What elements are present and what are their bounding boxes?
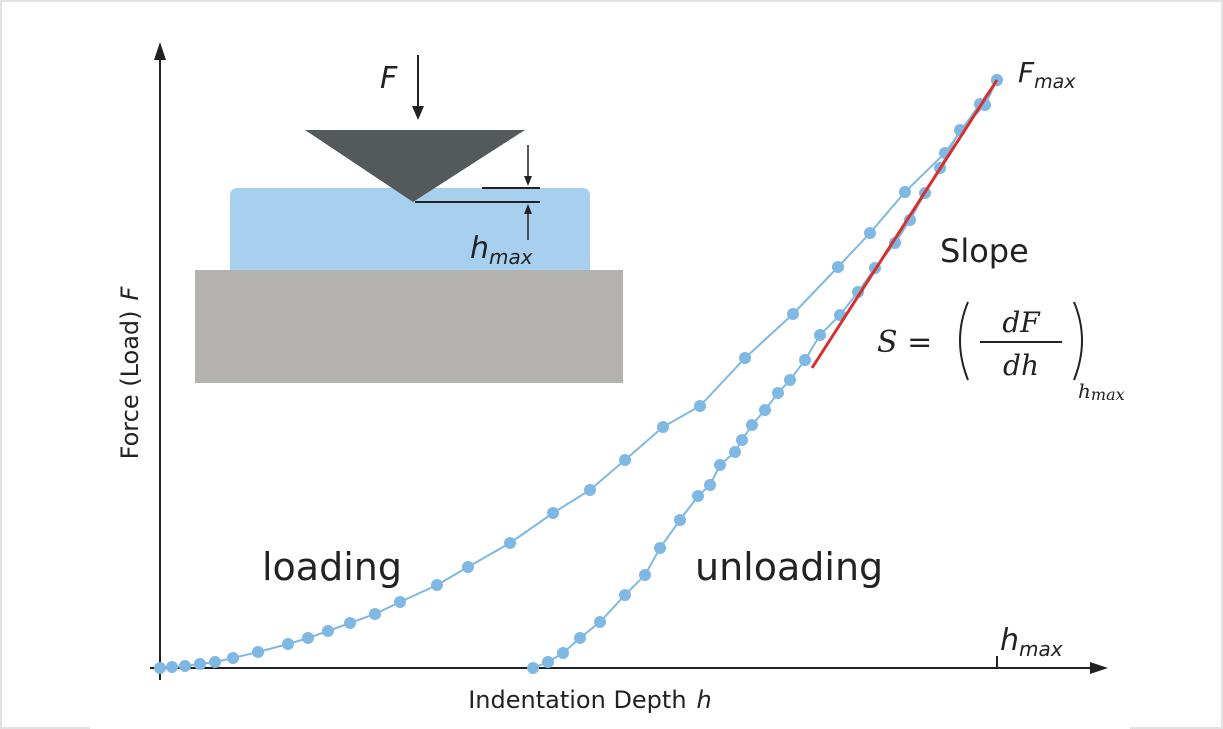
curve-point <box>899 186 911 198</box>
unloading-label: unloading <box>695 545 883 589</box>
curve-point <box>302 632 314 644</box>
curve-point <box>739 352 751 364</box>
curve-point <box>714 459 726 471</box>
curve-point <box>344 617 356 629</box>
symbol: F <box>1018 56 1035 89</box>
loading-label: loading <box>262 545 402 589</box>
curve-point <box>584 484 596 496</box>
curve-point <box>431 579 443 591</box>
curve-point <box>814 329 826 341</box>
curve-point <box>547 507 559 519</box>
curve-point <box>394 596 406 608</box>
subscript: max <box>489 245 533 269</box>
curve-point <box>322 625 334 637</box>
symbol: h <box>470 231 489 266</box>
curve-point <box>864 227 876 239</box>
curve-point <box>639 569 651 581</box>
curve-point <box>179 660 191 672</box>
curve-point <box>252 646 264 658</box>
curve-point <box>704 479 716 491</box>
curve-point <box>746 419 758 431</box>
curve-point <box>462 561 474 573</box>
symbol: h <box>697 686 712 714</box>
curve-point <box>772 387 784 399</box>
curve-point <box>194 658 206 670</box>
numerator: dF <box>1002 306 1041 339</box>
denominator: dh <box>1003 349 1039 382</box>
curve-point <box>504 537 516 549</box>
curve-point <box>154 662 166 674</box>
curve-point <box>369 608 381 620</box>
curve-point <box>674 514 686 526</box>
curve-point <box>209 656 221 668</box>
x-axis-label: Indentation Depth h <box>468 686 712 714</box>
curve-point <box>542 656 554 668</box>
diagram: F hmax hmax Force (Load)F Indentation De… <box>0 0 1223 729</box>
curve-point <box>736 434 748 446</box>
curve-point <box>694 400 706 412</box>
subscript: max <box>1034 71 1076 93</box>
curve-point <box>799 354 811 366</box>
curve-point <box>166 661 178 673</box>
curve-point <box>227 652 239 664</box>
force-symbol: F <box>380 61 398 96</box>
curve-point <box>692 490 704 502</box>
curve-point <box>557 647 569 659</box>
curve-point <box>784 374 796 386</box>
label: Indentation Depth <box>468 686 686 714</box>
y-axis-label: Force (Load) F <box>116 285 144 459</box>
curve-point <box>654 542 666 554</box>
curve-point <box>619 589 631 601</box>
formula-lhs: S = <box>877 325 932 360</box>
curve-point <box>729 446 741 458</box>
curve-point <box>527 662 539 674</box>
substrate <box>195 270 623 383</box>
symbol: h <box>1078 379 1091 403</box>
curve-point <box>574 632 586 644</box>
slope-title: Slope <box>940 232 1029 270</box>
curve-point <box>619 454 631 466</box>
subscript: max <box>1019 637 1063 661</box>
curve-point <box>594 616 606 628</box>
label: Force (Load) <box>116 310 144 459</box>
curve-point <box>787 308 799 320</box>
curve-point <box>759 404 771 416</box>
symbol: h <box>1000 623 1019 658</box>
subscript: max <box>1091 385 1125 404</box>
curve-point <box>832 261 844 273</box>
curve-point <box>657 421 669 433</box>
symbol: F <box>116 285 144 300</box>
sample <box>230 188 590 270</box>
figure: F hmax hmax Force (Load)F Indentation De… <box>0 0 1223 729</box>
curve-point <box>282 638 294 650</box>
